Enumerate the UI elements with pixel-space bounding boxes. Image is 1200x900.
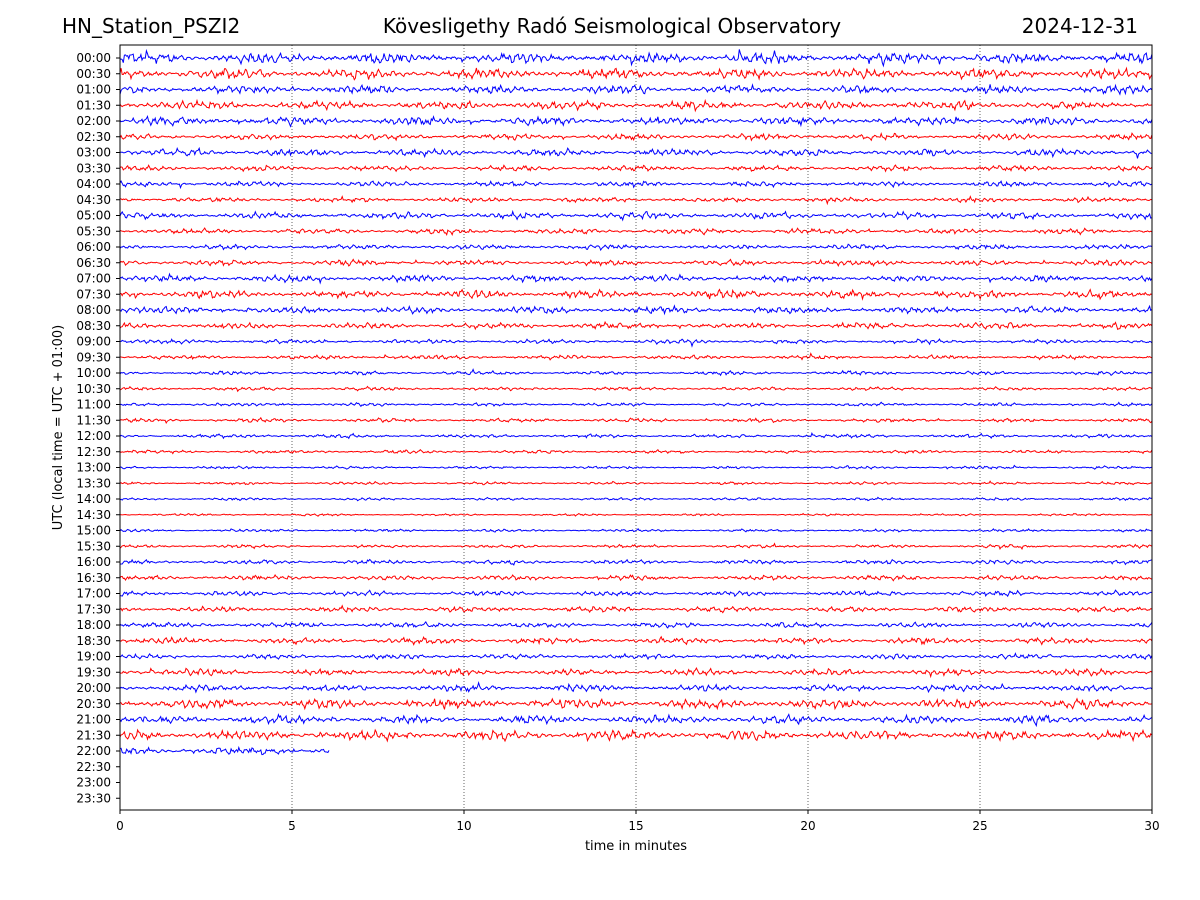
y-tick-label: 17:00 (76, 587, 111, 601)
trace-line (119, 635, 1153, 646)
x-tick-label: 25 (972, 819, 987, 833)
y-tick-label: 04:30 (76, 193, 111, 207)
y-tick-label: 00:00 (76, 51, 111, 65)
trace-line (119, 728, 1153, 743)
chart-title: Kövesligethy Radó Seismological Observat… (382, 14, 842, 38)
y-tick-label: 15:30 (76, 539, 111, 553)
chart-date: 2024-12-31 (1021, 14, 1138, 38)
y-tick-label: 15:00 (76, 524, 111, 538)
y-tick-label: 05:30 (76, 224, 111, 238)
y-tick-label: 09:00 (76, 335, 111, 349)
y-tick-label: 13:00 (76, 461, 111, 475)
trace-line (119, 83, 1153, 96)
trace-line (119, 480, 1152, 486)
trace-line (119, 512, 1152, 517)
y-tick-label: 09:30 (76, 350, 111, 364)
trace-line (119, 164, 1153, 173)
station-name: HN_Station_PSZI2 (62, 14, 241, 38)
y-tick-label: 21:30 (76, 728, 111, 742)
trace-line (119, 385, 1153, 393)
y-tick-label: 10:30 (76, 382, 111, 396)
trace-line (119, 713, 1153, 728)
y-tick-label: 18:00 (76, 618, 111, 632)
y-tick-label: 20:00 (76, 681, 111, 695)
trace-line (120, 195, 1152, 206)
y-tick-label: 18:30 (76, 634, 111, 648)
y-axis-label: UTC (local time = UTC + 01:00) (51, 325, 66, 530)
y-tick-label: 07:30 (76, 287, 111, 301)
y-tick-label: 12:00 (76, 429, 111, 443)
trace-line (119, 320, 1153, 331)
y-tick-label: 11:30 (76, 413, 111, 427)
y-tick-label: 01:00 (76, 83, 111, 97)
x-axis-ticks: 0 5 10 15 20 25 30 (116, 810, 1160, 833)
trace-line (119, 528, 1152, 533)
y-tick-label: 17:30 (76, 602, 111, 616)
x-tick-label: 20 (800, 819, 815, 833)
y-tick-label: 02:30 (76, 130, 111, 144)
trace-line (119, 272, 1153, 285)
trace-line (119, 464, 1152, 470)
y-tick-label: 10:00 (76, 366, 111, 380)
y-tick-label: 03:30 (76, 161, 111, 175)
x-axis-label: time in minutes (585, 839, 687, 854)
y-tick-label: 06:00 (76, 240, 111, 254)
x-tick-label: 30 (1144, 819, 1159, 833)
y-tick-label: 22:30 (76, 760, 111, 774)
y-tick-label: 03:00 (76, 146, 111, 160)
y-tick-label: 08:00 (76, 303, 111, 317)
y-tick-label: 12:30 (76, 445, 111, 459)
trace-line (119, 258, 1153, 268)
x-tick-label: 0 (116, 819, 124, 833)
y-tick-label: 16:00 (76, 555, 111, 569)
y-tick-label: 23:30 (76, 791, 111, 805)
x-tick-label: 15 (628, 819, 643, 833)
y-tick-label: 13:30 (76, 476, 111, 490)
y-tick-label: 14:00 (76, 492, 111, 506)
trace-line (119, 745, 330, 756)
vertical-gridlines (291, 45, 981, 810)
y-tick-label: 04:00 (76, 177, 111, 191)
y-tick-label: 14:30 (76, 508, 111, 522)
y-tick-label: 02:00 (76, 114, 111, 128)
y-tick-label: 22:00 (76, 744, 111, 758)
y-tick-label: 06:30 (76, 256, 111, 270)
y-tick-label: 11:00 (76, 398, 111, 412)
trace-line (119, 66, 1153, 81)
trace-line (119, 621, 1153, 629)
y-tick-label: 19:00 (76, 650, 111, 664)
trace-line (119, 338, 1153, 348)
trace-line (119, 697, 1152, 711)
y-tick-label: 00:30 (76, 67, 111, 81)
y-tick-label: 20:30 (76, 697, 111, 711)
trace-line (119, 209, 1152, 222)
trace-line (119, 401, 1153, 408)
y-tick-label: 23:00 (76, 776, 111, 790)
y-tick-label: 05:00 (76, 209, 111, 223)
trace-line (120, 146, 1152, 159)
x-tick-label: 5 (288, 819, 296, 833)
trace-line (119, 448, 1153, 455)
trace-line (119, 496, 1152, 502)
x-tick-label: 10 (456, 819, 471, 833)
y-tick-label: 21:00 (76, 713, 111, 727)
y-tick-label: 16:30 (76, 571, 111, 585)
y-tick-label: 19:30 (76, 665, 111, 679)
y-tick-label: 07:00 (76, 272, 111, 286)
y-tick-label: 08:30 (76, 319, 111, 333)
y-tick-label: 01:30 (76, 98, 111, 112)
trace-line (119, 131, 1153, 142)
